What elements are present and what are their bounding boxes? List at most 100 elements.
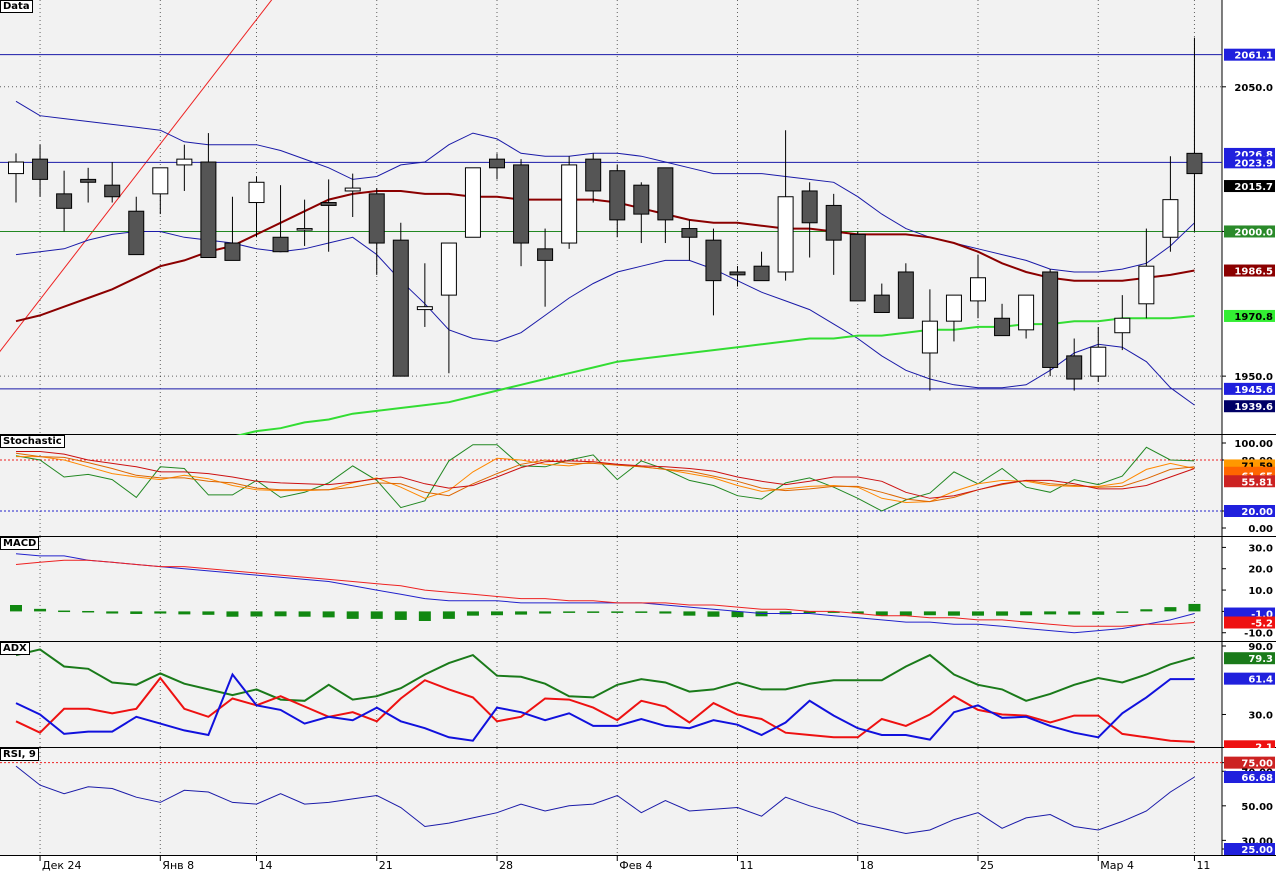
macd-line — [15, 553, 1195, 634]
macd-badge: -10.0 — [1244, 629, 1273, 640]
macd-histogram-bar — [972, 611, 984, 616]
macd-histogram-bar — [707, 611, 720, 617]
candle-body — [1018, 294, 1035, 331]
macd-panel: 30.0 20.0 10.0 -1.0-5.2-10.0 — [0, 537, 1276, 642]
stochastic-series-line-0 — [15, 444, 1195, 512]
stochastic-series-line-3 — [16, 451, 1195, 499]
macd-histogram-bar — [226, 611, 239, 617]
x-axis-tick-label: 18 — [860, 859, 874, 872]
adx-badge: 2.1 — [1255, 742, 1273, 753]
panel-title-data: Data — [0, 0, 33, 13]
candle-body — [1138, 265, 1155, 305]
macd-histogram-bar — [82, 610, 95, 613]
macd-histogram-bar — [1188, 603, 1201, 612]
candle-body — [729, 271, 746, 276]
panel-title-stochastic: Stochastic — [0, 435, 65, 448]
candle-body — [873, 294, 890, 313]
candle-body — [489, 158, 505, 169]
price-badge: 2026.8 — [1234, 150, 1273, 161]
price-badge-bg — [1224, 180, 1275, 193]
candle-body — [128, 210, 145, 256]
x-axis-tick-label: 25 — [980, 859, 994, 872]
candle-body — [633, 184, 650, 215]
macd-histogram-bar — [1068, 611, 1081, 615]
adx-badge-bg — [1224, 672, 1275, 685]
bollinger-upper-line — [15, 100, 1195, 273]
macd-histogram-bar — [923, 611, 936, 616]
candle-body — [681, 228, 698, 238]
stochastic-badge: 100.00 — [1234, 439, 1273, 450]
adx-series-line-0 — [15, 648, 1195, 702]
adx-badge: 90.0 — [1248, 642, 1273, 653]
macd-histogram-bar — [875, 611, 888, 616]
candle-body — [945, 294, 962, 322]
macd-histogram-bar — [1044, 611, 1057, 615]
macd-histogram-bar — [130, 611, 143, 614]
macd-badge: -5.2 — [1251, 618, 1273, 629]
adx-badge: 30.0 — [1248, 710, 1273, 721]
macd-histogram-bar — [250, 611, 263, 617]
price-panel-axis-area — [1222, 0, 1276, 434]
rsi-panel-background — [0, 748, 1222, 855]
stochastic-badge: 0.00 — [1248, 524, 1273, 535]
macd-histogram-bar — [58, 610, 71, 613]
panel-title-rsi: RSI, 9 — [0, 748, 39, 761]
macd-histogram-bar — [202, 611, 215, 615]
rsi-series-line-0 — [15, 765, 1195, 835]
macd-histogram-bar — [899, 611, 912, 616]
candle-body — [152, 167, 169, 195]
adx-badge: 79.3 — [1248, 654, 1273, 665]
candle-body — [585, 158, 602, 192]
x-axis-tick-label: 28 — [499, 859, 513, 872]
price-badge: 1970.8 — [1234, 312, 1273, 323]
candle-body — [368, 193, 385, 244]
price-badge-bg — [1224, 382, 1275, 395]
macd-histogram-bar — [1020, 611, 1033, 616]
x-axis-tick-label: Фев 4 — [619, 859, 652, 872]
rsi-badge: 75.00 — [1241, 759, 1273, 770]
x-axis-tick-label: 14 — [259, 859, 273, 872]
candle-body — [1042, 271, 1059, 368]
candle-body — [416, 306, 433, 311]
macd-histogram-bar — [394, 611, 407, 620]
candle-body — [657, 167, 674, 221]
candle-body — [801, 190, 818, 224]
x-axis-background — [0, 856, 1276, 872]
macd-histogram-bar — [154, 611, 167, 614]
macd-histogram-bar — [779, 611, 792, 615]
price-badge: 2061.1 — [1234, 51, 1273, 62]
macd-histogram-bar — [563, 611, 576, 613]
candle-body — [56, 193, 73, 209]
price-badge: 2023.9 — [1234, 158, 1273, 169]
macd-histogram-bar — [827, 611, 840, 613]
candle-body — [513, 164, 530, 244]
candle-body — [80, 178, 97, 183]
macd-histogram-bar — [1116, 611, 1129, 613]
adx-series-line-2 — [15, 672, 1195, 742]
price-badge-bg — [1224, 400, 1275, 413]
price-badge: 1939.6 — [1234, 402, 1273, 413]
price-tick-label: 2050.0 — [1234, 83, 1273, 94]
macd-signal-line — [15, 559, 1195, 627]
candle-body — [897, 271, 914, 319]
candle-body — [921, 320, 938, 354]
stochastic-series-line-2 — [15, 452, 1195, 503]
macd-histogram-bar — [322, 611, 335, 618]
candle-body — [8, 161, 24, 175]
panel-title-adx: ADX — [0, 642, 30, 655]
macd-histogram-bar — [106, 611, 119, 614]
rsi-badge: 50.00 — [1241, 802, 1273, 813]
price-badge-bg — [1224, 48, 1275, 61]
macd-histogram-bar — [851, 611, 864, 614]
candle-body — [224, 242, 241, 261]
macd-histogram-bar — [996, 611, 1009, 616]
x-axis-tick-label: 21 — [379, 859, 393, 872]
adx-panel-background — [0, 642, 1222, 747]
candle-body — [392, 239, 409, 377]
rsi-badge: 30.00 — [1241, 836, 1273, 847]
price-tick-label: 1950.0 — [1234, 372, 1273, 383]
macd-histogram-bar — [515, 611, 528, 615]
x-axis-tick-label: 11 — [1196, 859, 1210, 872]
macd-histogram-bar — [370, 611, 383, 619]
rsi-badge-bg — [1224, 843, 1275, 855]
